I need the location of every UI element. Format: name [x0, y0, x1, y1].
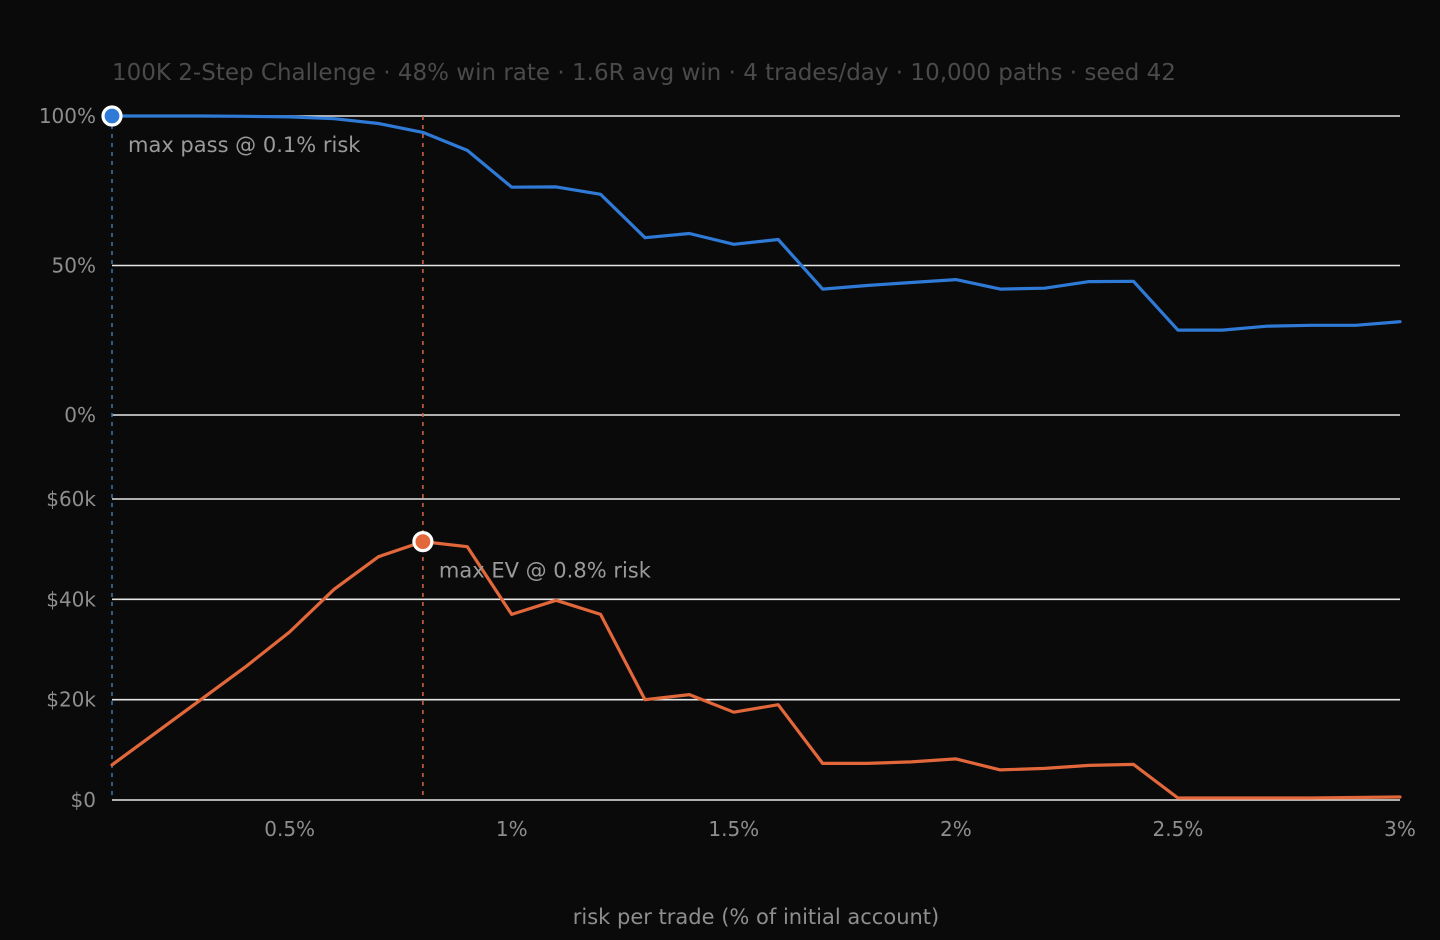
chart-subtitle: 100K 2-Step Challenge · 48% win rate · 1…: [112, 60, 1176, 86]
pass-y-tick-label: 100%: [39, 104, 96, 128]
ev-y-tick-label: $40k: [46, 587, 96, 611]
ev-y-tick-label: $60k: [46, 487, 96, 511]
ev-max-annotation: max EV @ 0.8% risk: [439, 559, 652, 583]
pass-max-marker: [101, 105, 123, 127]
ev-y-tick-label: $20k: [46, 688, 96, 712]
x-tick-label: 1.5%: [708, 817, 759, 841]
x-axis-ticks: 0.5% 1% 1.5% 2% 2.5% 3%: [264, 817, 1416, 841]
ev-max-marker: [412, 531, 434, 553]
x-tick-label: 1%: [496, 817, 528, 841]
pass-y-tick-label: 50%: [52, 254, 96, 278]
pass-rate-panel: 100% 50% 0% max pass @ 0.1% risk: [39, 104, 1402, 800]
ev-y-tick-label: $0: [71, 788, 96, 812]
ev-series-line: [110, 539, 1402, 800]
x-tick-label: 2.5%: [1153, 817, 1204, 841]
expected-value-panel: $60k $40k $20k $0 max EV @ 0.8% risk: [46, 116, 1402, 812]
x-tick-label: 0.5%: [264, 817, 315, 841]
pass-series-line: [110, 114, 1402, 332]
pass-max-annotation: max pass @ 0.1% risk: [128, 133, 361, 157]
pass-y-tick-label: 0%: [64, 403, 96, 427]
x-axis-label: risk per trade (% of initial account): [573, 905, 940, 929]
x-tick-label: 3%: [1384, 817, 1416, 841]
x-tick-label: 2%: [940, 817, 972, 841]
